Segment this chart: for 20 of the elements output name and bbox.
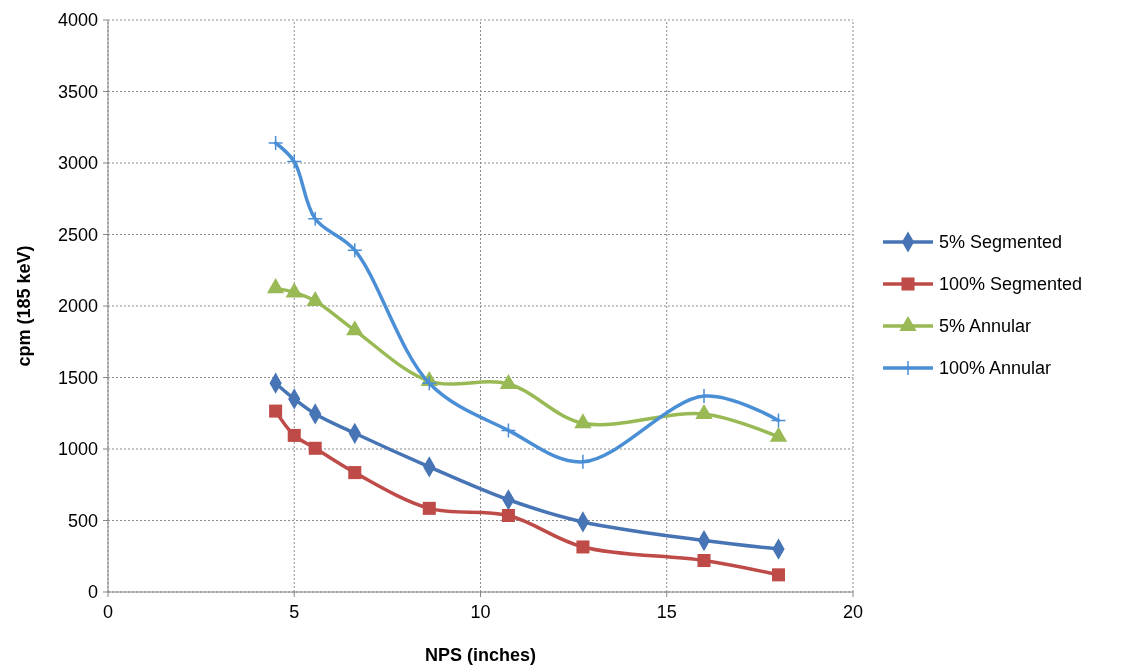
y-tick-label: 2500 bbox=[57, 224, 98, 245]
legend-label: 100% Segmented bbox=[939, 274, 1083, 295]
y-tick-label: 3000 bbox=[57, 153, 98, 174]
y-tick-label: 1500 bbox=[57, 367, 98, 388]
x-tick-label: 5 bbox=[289, 602, 300, 622]
x-tick-label: 15 bbox=[656, 602, 677, 622]
legend-label: 5% Annular bbox=[939, 316, 1032, 337]
x-axis-title: NPS (inches) bbox=[424, 645, 537, 665]
y-tick-label: 0 bbox=[87, 582, 98, 603]
y-tick-label: 1000 bbox=[57, 439, 98, 460]
y-tick-label: 3500 bbox=[57, 81, 98, 102]
x-tick-label: 10 bbox=[470, 602, 491, 622]
x-tick-label: 0 bbox=[102, 602, 114, 622]
y-tick-label: 500 bbox=[67, 510, 98, 531]
y-tick-label: 4000 bbox=[57, 10, 98, 31]
y-tick-label: 2000 bbox=[57, 296, 98, 317]
legend-label: 5% Segmented bbox=[939, 232, 1063, 253]
x-tick-label: 20 bbox=[842, 602, 864, 622]
legend-label: 100% Annular bbox=[939, 358, 1052, 379]
y-axis-title: cpm (185 keV) bbox=[14, 245, 34, 367]
